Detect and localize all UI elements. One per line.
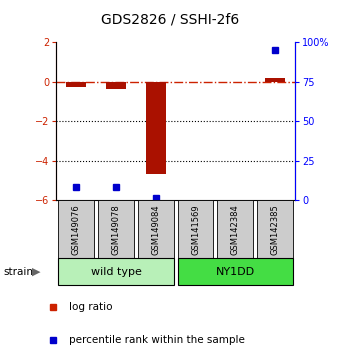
Text: GDS2826 / SSHI-2f6: GDS2826 / SSHI-2f6 — [101, 12, 240, 27]
Text: strain: strain — [3, 267, 33, 277]
Text: GSM149078: GSM149078 — [112, 204, 120, 255]
Text: percentile rank within the sample: percentile rank within the sample — [69, 335, 245, 344]
Text: log ratio: log ratio — [69, 302, 113, 312]
Bar — [218, 200, 253, 258]
Text: GSM149084: GSM149084 — [151, 204, 160, 255]
Bar — [58, 258, 174, 285]
Bar — [66, 82, 86, 87]
Bar — [257, 200, 293, 258]
Bar — [178, 258, 293, 285]
Bar — [98, 200, 134, 258]
Bar — [106, 82, 126, 89]
Text: GSM142385: GSM142385 — [270, 204, 280, 255]
Bar — [146, 82, 166, 175]
Text: GSM149076: GSM149076 — [72, 204, 81, 255]
Text: wild type: wild type — [90, 267, 142, 277]
Text: GSM141569: GSM141569 — [191, 204, 200, 255]
Text: ▶: ▶ — [32, 267, 40, 277]
Text: GSM142384: GSM142384 — [231, 204, 240, 255]
Bar — [178, 200, 213, 258]
Bar — [58, 200, 94, 258]
Bar — [138, 200, 174, 258]
Text: NY1DD: NY1DD — [216, 267, 255, 277]
Bar — [265, 78, 285, 82]
